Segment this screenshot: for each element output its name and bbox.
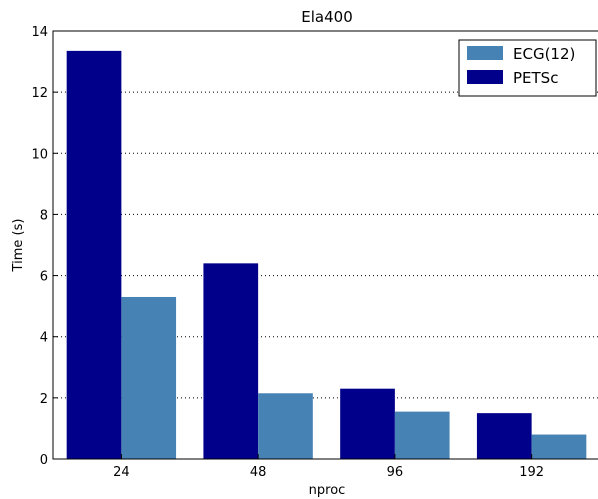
x-tick-label: 96 xyxy=(387,465,404,480)
y-axis-title: Time (s) xyxy=(11,219,26,273)
y-tick-label: 14 xyxy=(31,25,48,40)
bar-ecg-12--24 xyxy=(121,296,177,459)
bar-petsc-24 xyxy=(66,50,122,459)
x-tick-label: 48 xyxy=(250,465,267,480)
bar-ecg-12--192 xyxy=(531,434,587,459)
y-tick-label: 10 xyxy=(31,147,48,162)
legend-label: PETSc xyxy=(513,69,558,87)
x-tick-label: 24 xyxy=(113,465,130,480)
legend-label: ECG(12) xyxy=(513,45,575,63)
bar-petsc-96 xyxy=(340,388,395,459)
plot-frame xyxy=(52,30,598,460)
bars xyxy=(66,50,587,459)
chart-title: Ela400 xyxy=(301,8,352,26)
y-tick-label: 2 xyxy=(40,392,48,407)
y-tick-label: 12 xyxy=(31,86,48,101)
bar-ecg-12--48 xyxy=(258,393,313,459)
legend: ECG(12) PETSc xyxy=(458,39,597,97)
legend-swatch-petsc xyxy=(467,70,503,84)
y-tick-label: 6 xyxy=(40,270,48,285)
bar-petsc-192 xyxy=(476,413,532,459)
x-axis-title: nproc xyxy=(309,483,346,498)
y-tick-label: 4 xyxy=(40,331,48,346)
bar-ecg-12--96 xyxy=(394,411,450,459)
y-tick-label: 0 xyxy=(40,453,48,468)
x-tick-label: 192 xyxy=(519,465,544,480)
y-tick-label: 8 xyxy=(40,208,48,223)
legend-swatch-ecg-12- xyxy=(467,46,503,60)
bar-petsc-48 xyxy=(203,263,259,459)
